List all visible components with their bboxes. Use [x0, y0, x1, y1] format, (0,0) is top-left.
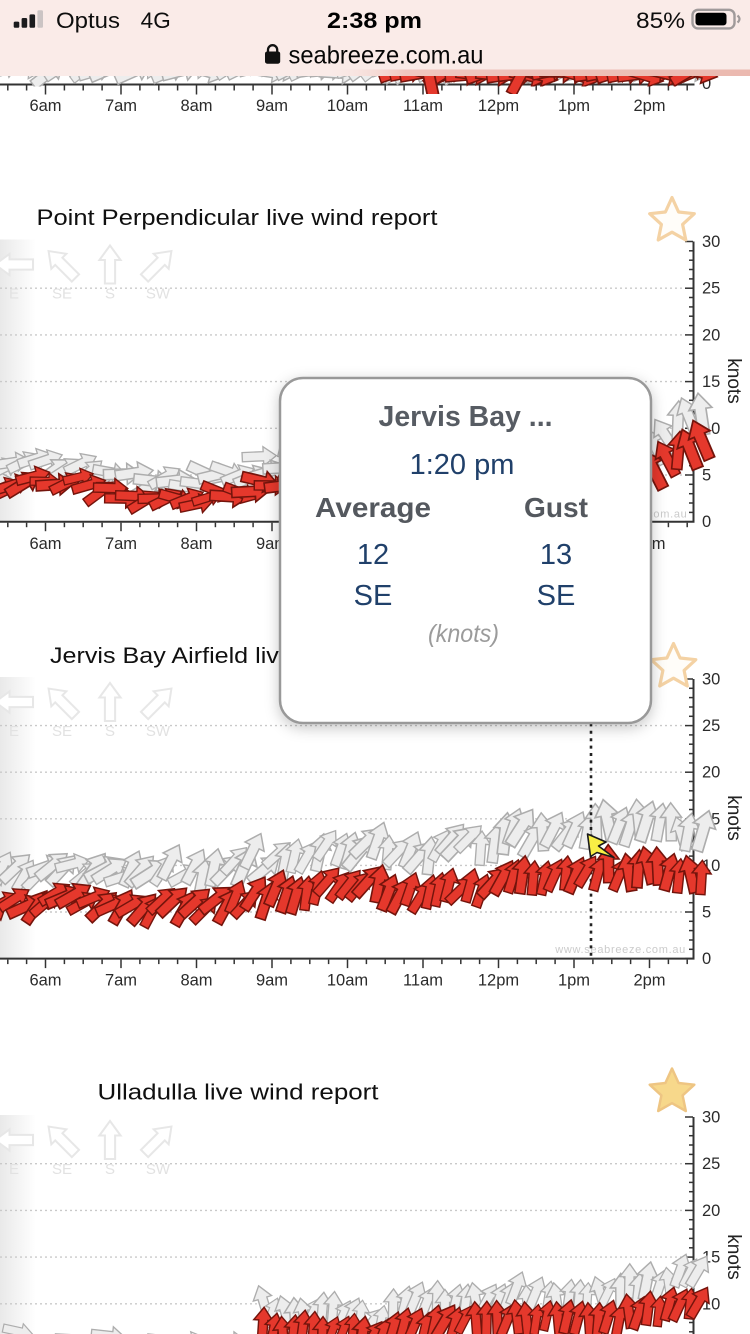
svg-text:20: 20 [702, 1202, 720, 1220]
svg-text:11am: 11am [403, 97, 443, 115]
svg-text:25: 25 [702, 280, 720, 298]
svg-text:(knots): (knots) [428, 620, 499, 648]
svg-text:9am: 9am [256, 97, 288, 115]
svg-text:30: 30 [702, 233, 720, 251]
svg-text:E: E [9, 723, 19, 740]
svg-text:6am: 6am [29, 972, 61, 990]
svg-text:www.seabreeze.com.au: www.seabreeze.com.au [554, 944, 686, 956]
svg-text:30: 30 [702, 671, 720, 689]
svg-text:Gust: Gust [524, 492, 588, 523]
svg-text:1pm: 1pm [558, 972, 590, 990]
svg-text:25: 25 [702, 717, 720, 735]
svg-text:SW: SW [146, 286, 171, 303]
svg-text:SE: SE [354, 580, 393, 612]
svg-text:S: S [105, 286, 115, 303]
svg-text:9am: 9am [256, 972, 288, 990]
svg-text:5: 5 [702, 467, 711, 485]
svg-text:2pm: 2pm [633, 972, 665, 990]
svg-text:0: 0 [702, 75, 711, 93]
svg-text:S: S [105, 1161, 115, 1178]
svg-text:30: 30 [702, 1109, 720, 1127]
svg-text:12pm: 12pm [478, 97, 519, 115]
svg-text:seabreeze.com.au: seabreeze.com.au [289, 42, 484, 70]
svg-text:12pm: 12pm [478, 972, 519, 990]
svg-text:1:20 pm: 1:20 pm [410, 449, 515, 481]
svg-text:25: 25 [702, 1155, 720, 1173]
svg-text:Jervis Bay ...: Jervis Bay ... [379, 401, 553, 433]
svg-text:SE: SE [52, 723, 72, 740]
svg-text:10am: 10am [327, 97, 368, 115]
svg-text:7am: 7am [105, 97, 137, 115]
svg-text:SE: SE [52, 286, 72, 303]
svg-text:knots: knots [723, 795, 744, 840]
svg-text:SW: SW [146, 723, 171, 740]
svg-text:SE: SE [537, 580, 576, 612]
svg-text:20: 20 [702, 764, 720, 782]
svg-text:15: 15 [702, 373, 720, 391]
svg-text:4G: 4G [141, 8, 171, 33]
svg-text:SE: SE [52, 1161, 72, 1178]
svg-text:0: 0 [702, 513, 711, 531]
svg-text:1pm: 1pm [558, 97, 590, 115]
svg-text:5: 5 [702, 904, 711, 922]
svg-text:Average: Average [315, 492, 431, 523]
svg-text:20: 20 [702, 326, 720, 344]
svg-text:2pm: 2pm [633, 97, 665, 115]
svg-text:10am: 10am [327, 972, 368, 990]
svg-text:knots: knots [723, 1234, 744, 1279]
svg-text:7am: 7am [105, 535, 137, 553]
svg-text:8am: 8am [180, 972, 212, 990]
svg-text:E: E [9, 1161, 19, 1178]
svg-text:13: 13 [540, 539, 572, 571]
svg-text:S: S [105, 723, 115, 740]
svg-text:6am: 6am [29, 97, 61, 115]
svg-text:Optus: Optus [56, 8, 120, 33]
svg-text:knots: knots [723, 358, 744, 403]
svg-text:12: 12 [357, 539, 389, 571]
svg-text:E: E [9, 286, 19, 303]
svg-text:Ulladulla live wind report: Ulladulla live wind report [98, 1080, 380, 1105]
svg-text:2:38 pm: 2:38 pm [327, 8, 422, 33]
svg-text:0: 0 [702, 950, 711, 968]
svg-text:Point Perpendicular live wind: Point Perpendicular live wind report [37, 205, 439, 230]
svg-text:85%: 85% [636, 8, 685, 33]
svg-text:6am: 6am [29, 535, 61, 553]
svg-text:11am: 11am [403, 972, 443, 990]
svg-text:SW: SW [146, 1161, 171, 1178]
svg-text:7am: 7am [105, 972, 137, 990]
svg-text:8am: 8am [180, 535, 212, 553]
svg-text:8am: 8am [180, 97, 212, 115]
